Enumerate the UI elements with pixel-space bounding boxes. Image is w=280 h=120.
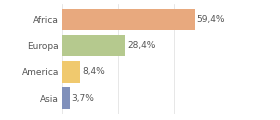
Text: 28,4%: 28,4% xyxy=(127,41,155,50)
Text: 8,4%: 8,4% xyxy=(82,67,105,76)
Bar xyxy=(62,87,70,109)
Bar xyxy=(62,61,80,83)
Bar xyxy=(62,9,195,30)
Bar xyxy=(62,35,125,56)
Text: 59,4%: 59,4% xyxy=(197,15,225,24)
Text: 3,7%: 3,7% xyxy=(72,94,95,103)
